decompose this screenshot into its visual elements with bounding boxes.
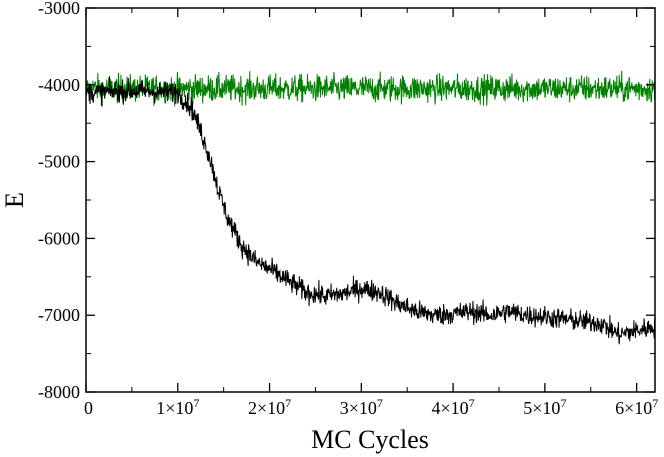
y-tick-label: -7000	[38, 305, 80, 325]
x-tick-label: 5×107	[523, 396, 566, 418]
series-layer	[85, 70, 656, 345]
plot-frame	[85, 7, 656, 393]
y-tick-label: -3000	[38, 0, 80, 18]
x-tick-label: 3×107	[340, 396, 383, 418]
x-tick-label: 6×107	[615, 396, 658, 418]
x-tick-label: 2×107	[248, 396, 291, 418]
y-tick-label: -5000	[38, 152, 80, 172]
y-tick-label: -4000	[38, 75, 80, 95]
x-tick-label: 4×107	[432, 396, 475, 418]
x-tick-label: 0	[84, 398, 93, 418]
x-axis-label: MC Cycles	[311, 425, 429, 454]
series-line-1	[85, 76, 656, 345]
x-tick-label: 1×107	[156, 396, 199, 418]
y-tick-label: -6000	[38, 228, 80, 248]
series-line-0	[85, 70, 656, 107]
y-tick-label: -8000	[38, 382, 80, 402]
ticks-layer: -8000 -7000 -6000 -5000 -4000 -3000 0 1×107 2×10…	[38, 0, 658, 418]
y-axis-label: E	[0, 192, 29, 208]
